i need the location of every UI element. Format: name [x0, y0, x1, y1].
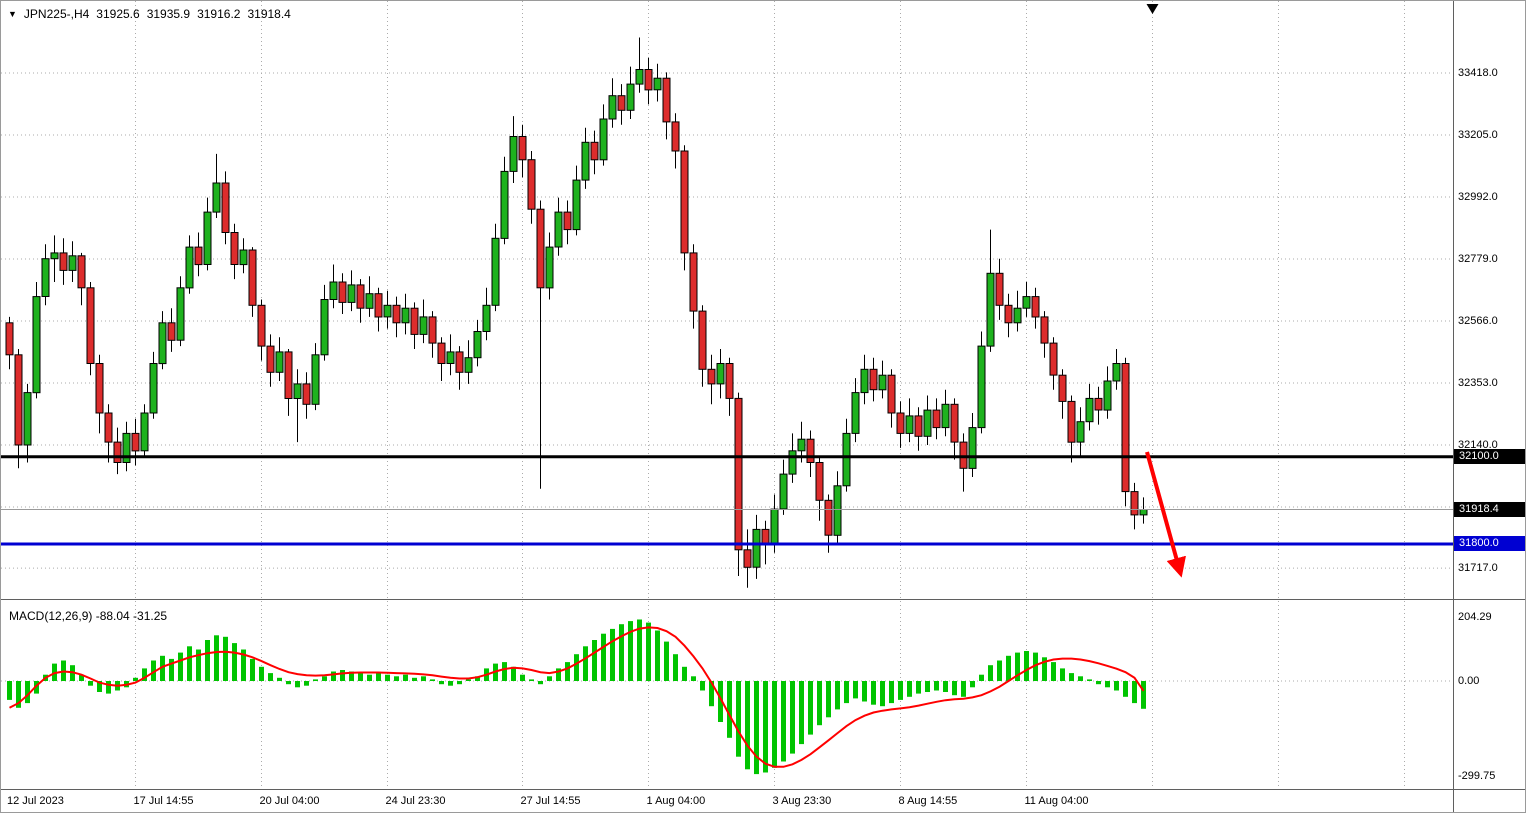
price-axis-tick[interactable]: 31717.0 [1458, 562, 1498, 575]
time-axis-label[interactable]: 24 Jul 23:30 [385, 795, 446, 807]
chart-header: ▼ JPN225-,H4 31925.6 31935.9 31916.2 319… [8, 7, 291, 21]
macd-axis-tick[interactable]: -299.75 [1458, 769, 1496, 782]
candlestick-series [5, 37, 1148, 588]
time-axis-label[interactable]: 8 Aug 14:55 [898, 795, 958, 807]
ohlc-low-value: 31916.2 [197, 7, 241, 21]
price-axis-tick[interactable]: 33418.0 [1458, 67, 1498, 79]
ohlc-close-value: 31918.4 [247, 7, 291, 21]
time-axis-label[interactable]: 27 Jul 14:55 [520, 795, 581, 807]
time-axis-label[interactable]: 20 Jul 04:00 [259, 795, 320, 807]
chart-shift-marker-icon[interactable] [1146, 4, 1159, 14]
macd-histogram [7, 619, 1146, 775]
price-axis-tick[interactable]: 32779.0 [1458, 253, 1498, 265]
time-axis-label[interactable]: 12 Jul 2023 [7, 795, 64, 807]
macd-axis-tick[interactable]: 204.29 [1458, 610, 1492, 623]
price-axis-tick[interactable]: 32992.0 [1458, 191, 1498, 203]
price-axis-tick[interactable]: 32353.0 [1458, 377, 1498, 390]
price-axis-tick[interactable]: 33205.0 [1458, 129, 1498, 141]
macd-axis-tick[interactable]: 0.00 [1458, 675, 1480, 687]
macd-signal-line [9, 626, 1145, 768]
price-axis-tick[interactable]: 32140.0 [1458, 439, 1498, 452]
time-axis-label[interactable]: 1 Aug 04:00 [646, 795, 706, 807]
symbol-triangle-icon[interactable]: ▼ [8, 9, 17, 19]
price-badge-31918-4: 31918.4 [1454, 502, 1525, 518]
ohlc-open-value: 31925.6 [96, 7, 140, 21]
ohlc-high-value: 31935.9 [146, 7, 191, 21]
symbol-period-label: JPN225-,H4 [23, 7, 90, 21]
time-axis-label[interactable]: 3 Aug 23:30 [772, 795, 832, 807]
time-axis-label[interactable]: 11 Aug 04:00 [1024, 795, 1089, 807]
sell-arrow-annotation[interactable] [1145, 451, 1186, 578]
price-axis-tick[interactable]: 32566.0 [1458, 315, 1498, 328]
price-badge-31800-0: 31800.0 [1454, 536, 1525, 552]
price-badge-32100-0: 32100.0 [1454, 449, 1525, 465]
macd-indicator-label: MACD(12,26,9) -88.04 -31.25 [9, 609, 168, 623]
time-axis-label[interactable]: 17 Jul 14:55 [133, 795, 194, 807]
